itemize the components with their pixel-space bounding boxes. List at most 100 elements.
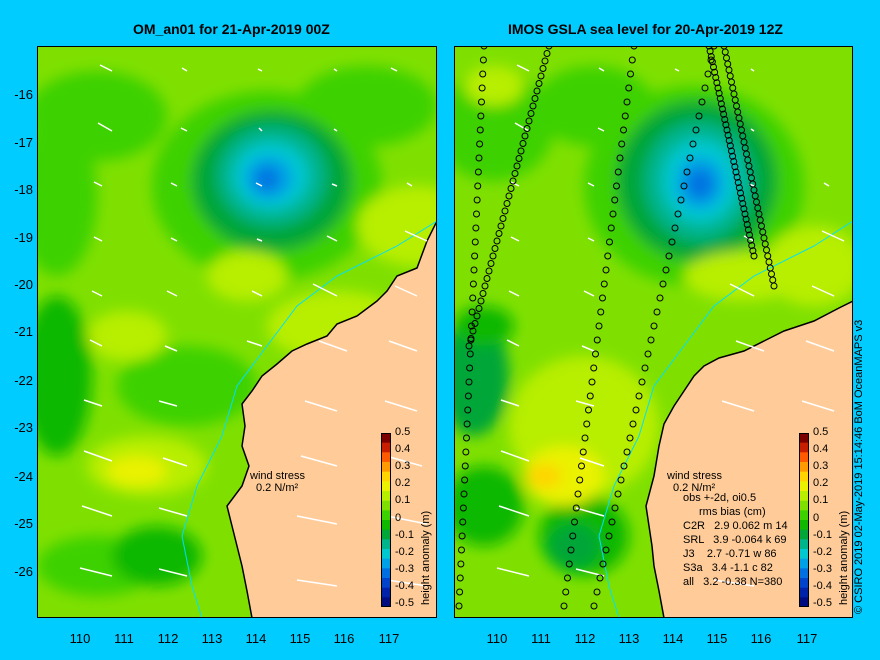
obs-point bbox=[527, 110, 535, 117]
obs-point bbox=[475, 154, 483, 162]
left-map-panel bbox=[37, 46, 437, 618]
obs-point bbox=[734, 179, 742, 186]
obs-point bbox=[476, 140, 484, 148]
obs-point bbox=[671, 224, 679, 232]
obs-point bbox=[706, 47, 714, 55]
gsla-field bbox=[454, 46, 853, 618]
obs-point bbox=[478, 98, 485, 106]
obs-point bbox=[501, 207, 509, 215]
obs-point bbox=[463, 434, 470, 442]
lon-tick-left: 116 bbox=[333, 631, 355, 646]
obs-point bbox=[511, 170, 519, 177]
stats-row: C2R 2.9 0.062 m 14 bbox=[683, 520, 788, 532]
obs-point bbox=[714, 84, 722, 92]
obs-point bbox=[710, 46, 718, 50]
obs-point bbox=[644, 350, 652, 358]
obs-point bbox=[607, 224, 615, 232]
obs-point bbox=[744, 226, 752, 234]
obs-point bbox=[662, 266, 670, 274]
obs-point bbox=[461, 462, 469, 470]
right-panel-title: IMOS GSLA sea level for 20-Apr-2019 12Z bbox=[508, 21, 783, 37]
colorbar-swatch bbox=[799, 558, 809, 569]
obs-point bbox=[711, 68, 719, 76]
sea-level-field bbox=[37, 46, 437, 618]
lon-tick-right: 110 bbox=[486, 631, 508, 646]
lat-tick: -20 bbox=[14, 277, 33, 292]
obs-point bbox=[475, 305, 483, 312]
colorbar-swatch bbox=[381, 452, 391, 463]
colorbar-label: 0.3 bbox=[395, 460, 411, 473]
obs-point bbox=[665, 252, 673, 260]
lon-tick-right: 117 bbox=[796, 631, 818, 646]
obs-point bbox=[478, 84, 486, 92]
obs-point bbox=[620, 462, 628, 470]
obs-point bbox=[471, 238, 479, 246]
obs-point bbox=[493, 237, 501, 245]
colorbar-swatch bbox=[799, 578, 809, 589]
colorbar-swatch bbox=[381, 578, 391, 589]
colorbar-swatch bbox=[799, 481, 809, 492]
colorbar-swatch bbox=[381, 510, 391, 521]
lat-tick: -16 bbox=[14, 87, 33, 102]
obs-point bbox=[748, 242, 756, 249]
colorbar-swatch bbox=[381, 481, 391, 492]
colorbar-swatch bbox=[381, 539, 391, 550]
obs-point bbox=[578, 462, 585, 470]
colorbar-swatch bbox=[381, 597, 391, 607]
obs-point bbox=[521, 132, 529, 140]
lat-tick: -21 bbox=[14, 324, 33, 339]
colorbar-swatch bbox=[381, 549, 391, 560]
obs-point bbox=[503, 200, 511, 207]
obs-point bbox=[479, 290, 487, 297]
obs-point bbox=[592, 350, 599, 358]
colorbar-swatch bbox=[799, 462, 809, 473]
colorbar-swatch bbox=[381, 462, 391, 473]
colorbar-swatch bbox=[799, 500, 809, 511]
obs-point bbox=[517, 147, 525, 155]
right-map-panel bbox=[454, 46, 853, 618]
obs-point bbox=[611, 504, 619, 512]
obs-point bbox=[495, 230, 503, 237]
obs-point bbox=[668, 238, 676, 246]
colorbar-label: -0.5 bbox=[813, 597, 832, 609]
colorbar-swatch bbox=[799, 510, 809, 521]
obs-point bbox=[460, 490, 468, 498]
stats-row: all 3.2 -0.38 N=380 bbox=[683, 576, 783, 588]
obs-point bbox=[728, 147, 735, 155]
obs-point bbox=[742, 215, 750, 223]
obs-point bbox=[467, 335, 475, 342]
obs-point bbox=[593, 588, 601, 596]
colorbar-label: 0.1 bbox=[813, 494, 829, 507]
obs-point bbox=[698, 98, 706, 106]
wind-key-line2: 0.2 N/m² bbox=[673, 482, 716, 494]
obs-point bbox=[535, 80, 543, 87]
lat-tick: -26 bbox=[14, 564, 33, 579]
obs-point bbox=[704, 70, 712, 78]
colorbar-swatch bbox=[381, 433, 391, 444]
obs-point bbox=[705, 46, 713, 50]
obs-point bbox=[469, 294, 477, 302]
obs-point bbox=[593, 336, 601, 344]
obs-point bbox=[525, 117, 533, 125]
colorbar-label: 0.5 bbox=[813, 426, 829, 438]
lon-tick-left: 111 bbox=[114, 631, 134, 646]
obs-point bbox=[569, 532, 577, 540]
colorbar-swatch bbox=[381, 568, 391, 579]
obs-point bbox=[750, 252, 758, 260]
obs-point bbox=[585, 406, 592, 414]
obs-point bbox=[712, 74, 720, 81]
obs-point bbox=[471, 252, 479, 260]
obs-point bbox=[479, 70, 487, 78]
obs-point bbox=[537, 72, 545, 80]
lat-tick: -19 bbox=[14, 230, 33, 245]
colorbar-label: -0.3 bbox=[813, 562, 832, 575]
colorbar-right bbox=[799, 433, 809, 607]
lat-tick: -23 bbox=[14, 420, 33, 435]
obs-point bbox=[613, 182, 620, 190]
obs-point bbox=[458, 546, 465, 554]
obs-point bbox=[674, 210, 682, 218]
colorbar-label: 0.2 bbox=[813, 477, 829, 490]
obs-point bbox=[541, 57, 549, 65]
obs-point bbox=[462, 448, 470, 456]
obs-point bbox=[723, 126, 731, 134]
